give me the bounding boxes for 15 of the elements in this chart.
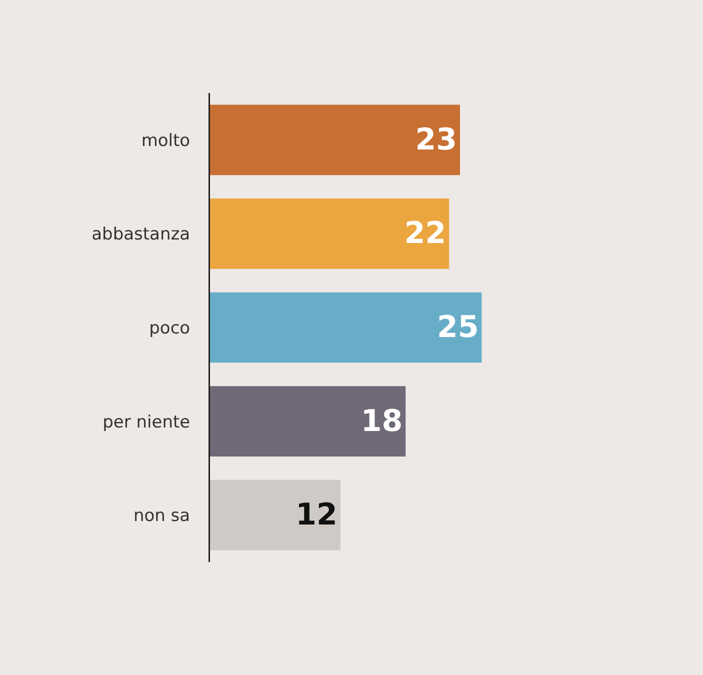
- data-label: 25: [436, 310, 479, 346]
- bar: [210, 198, 450, 269]
- data-label: 23: [415, 122, 457, 158]
- bar: [210, 292, 482, 363]
- y-tick-label: abbastanza: [92, 224, 190, 245]
- data-label: 12: [296, 498, 338, 533]
- y-tick-label: per niente: [102, 412, 190, 432]
- data-label: 18: [360, 404, 403, 439]
- bar: [210, 104, 460, 176]
- y-tick-label: molto: [141, 130, 190, 151]
- y-tick-label: poco: [149, 318, 190, 338]
- bar: [210, 480, 340, 550]
- data-label: 22: [404, 216, 446, 252]
- y-tick-label: non sa: [133, 506, 190, 526]
- bar: [210, 386, 406, 456]
